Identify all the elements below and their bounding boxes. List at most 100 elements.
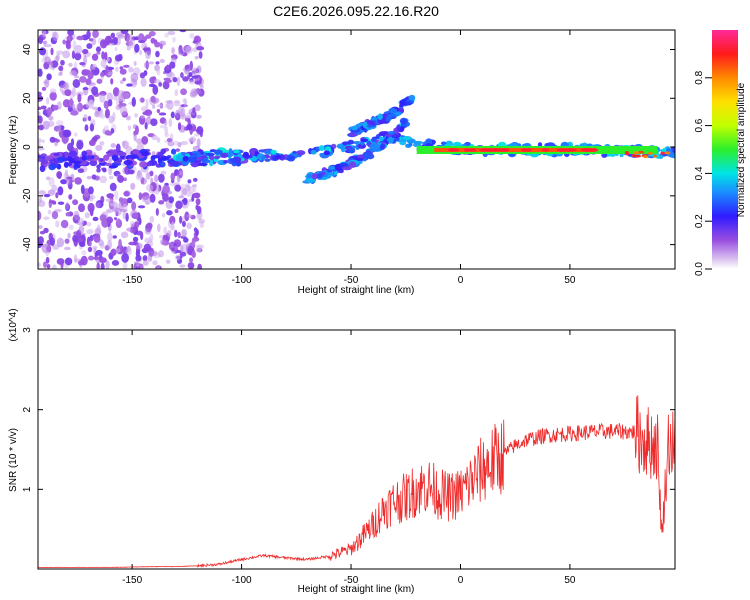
snr-x-tick-label: -100: [232, 575, 252, 586]
spectrogram-x-tick-label: -50: [344, 275, 359, 286]
spectrogram-blob: [56, 258, 65, 265]
spectrogram-blob: [106, 152, 112, 158]
spectrogram-blob: [38, 36, 44, 45]
spectrogram-blob: [74, 177, 82, 185]
spectrogram-blob: [58, 65, 64, 72]
spectrogram-blob: [360, 138, 369, 143]
spectrogram-blob: [107, 71, 113, 76]
spectrogram-blob: [126, 34, 134, 45]
spectrogram-blob: [139, 160, 148, 168]
spectrogram-blob: [193, 227, 198, 233]
spectrogram-blob: [67, 142, 74, 152]
spectrogram-blob: [159, 43, 163, 50]
spectrogram-blob: [154, 174, 159, 183]
spectrogram-blob: [87, 115, 92, 121]
spectrogram-y-tick-label: -40: [22, 237, 33, 252]
spectrogram-blob: [51, 210, 59, 220]
spectrogram-blob: [264, 158, 271, 162]
spectrogram-blob: [60, 179, 68, 185]
spectrogram-blob: [142, 111, 149, 116]
spectrogram-blob: [261, 155, 266, 160]
spectrogram-blob: [168, 196, 175, 204]
spectrogram-blob: [160, 238, 167, 245]
spectrogram-blob: [81, 155, 86, 161]
spectrogram-blob: [127, 125, 132, 131]
spectrogram-blob: [270, 149, 277, 154]
spectrogram-blob: [150, 118, 158, 127]
spectrogram-blob: [469, 148, 477, 152]
spectrogram-blob: [46, 96, 50, 105]
spectrogram-blob: [188, 80, 195, 85]
spectrogram-blob: [195, 198, 201, 206]
spectrogram-blob: [139, 263, 144, 269]
spectrogram-blob: [182, 76, 189, 82]
spectrogram-blob: [366, 124, 374, 128]
spectrogram-blob: [114, 217, 118, 221]
spectrogram-blob: [179, 113, 187, 120]
spectrogram-blob: [181, 229, 187, 237]
spectrogram-blob: [136, 260, 140, 268]
spectrogram-blob: [403, 102, 412, 106]
spectrogram-blob: [369, 142, 380, 150]
spectrogram-blob: [127, 169, 135, 175]
spectrogram-blob: [44, 78, 50, 88]
spectrogram-blob: [316, 173, 323, 179]
spectrogram-blob: [357, 143, 367, 149]
spectrogram-blob: [137, 205, 146, 209]
spectrogram-blob: [79, 62, 86, 66]
spectrogram-blob: [128, 66, 134, 73]
spectrogram-blob: [57, 156, 66, 162]
spectrogram-blob: [393, 137, 400, 142]
spectrogram-blob: [68, 224, 74, 230]
spectrogram-blob: [163, 226, 168, 236]
spectrogram-blob: [38, 196, 42, 203]
spectrogram-blob: [55, 138, 60, 143]
spectrogram-blob: [107, 232, 113, 242]
spectrogram-blob: [74, 52, 82, 61]
spectrogram-blob: [96, 78, 103, 84]
spectrogram-blob: [74, 44, 83, 54]
spectrogram-blob: [120, 106, 128, 117]
spectrogram-blob: [87, 71, 94, 80]
spectrogram-blob: [68, 70, 77, 76]
spectrogram-blob: [50, 47, 54, 56]
spectrogram-blob: [162, 185, 171, 194]
spectrogram-blob: [194, 104, 201, 112]
spectrogram-blob: [88, 186, 94, 195]
spectrogram-blob: [93, 233, 101, 243]
spectrogram-blob: [222, 149, 230, 153]
spectrogram-blob: [117, 89, 125, 100]
spectrogram-blob: [73, 75, 80, 79]
spectrogram-blob: [86, 30, 91, 39]
spectrogram-blob: [129, 220, 135, 228]
spectrogram-blob: [377, 113, 383, 121]
spectrogram-blob: [42, 30, 47, 38]
spectrogram-blob: [38, 68, 43, 77]
spectrogram-blob: [193, 88, 202, 95]
spectrogram-blob: [60, 59, 65, 66]
spectrogram-blob: [196, 114, 202, 119]
spectrogram-blob: [399, 141, 407, 146]
spectrogram-blob: [165, 79, 173, 83]
spectrogram-blob: [145, 34, 152, 39]
spectrogram-blob: [177, 141, 182, 148]
spectrogram-blob: [180, 140, 188, 146]
spectrogram-blob: [130, 72, 139, 83]
spectrogram-blob: [155, 61, 160, 65]
spectrogram-blob: [118, 197, 124, 203]
spectrogram-blob: [193, 177, 198, 182]
spectrogram-blob: [379, 143, 386, 151]
spectrogram-blob: [139, 97, 146, 103]
spectrogram-blob: [56, 50, 64, 55]
spectrogram-blob: [397, 107, 405, 113]
spectrogram-blob: [95, 144, 103, 152]
spectrogram-blob: [106, 216, 114, 224]
spectrogram-blob: [292, 150, 297, 154]
colorbar-tick-label: 0.6: [694, 118, 705, 132]
spectrogram-blob: [49, 88, 57, 94]
spectrogram-blob: [105, 260, 110, 269]
spectrogram-blob: [99, 214, 107, 222]
spectrogram-blob: [135, 172, 143, 181]
spectrogram-blob: [145, 49, 151, 60]
spectrogram-blob: [91, 86, 99, 96]
